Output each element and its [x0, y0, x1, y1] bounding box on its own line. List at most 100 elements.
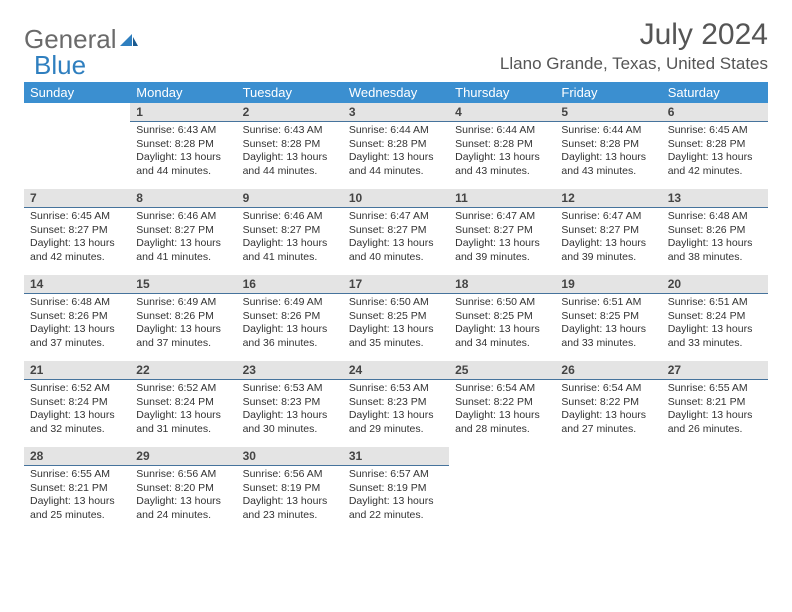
- day-content: Sunrise: 6:46 AMSunset: 8:27 PMDaylight:…: [130, 208, 236, 269]
- calendar-cell: [449, 447, 555, 533]
- day-number: 4: [449, 103, 555, 122]
- calendar-row: 7Sunrise: 6:45 AMSunset: 8:27 PMDaylight…: [24, 189, 768, 275]
- calendar-cell: 4Sunrise: 6:44 AMSunset: 8:28 PMDaylight…: [449, 103, 555, 189]
- calendar-cell: 8Sunrise: 6:46 AMSunset: 8:27 PMDaylight…: [130, 189, 236, 275]
- calendar-cell: 13Sunrise: 6:48 AMSunset: 8:26 PMDayligh…: [662, 189, 768, 275]
- day-number: 16: [237, 275, 343, 294]
- calendar-cell: [662, 447, 768, 533]
- weekday-header: Saturday: [662, 82, 768, 103]
- weekday-header: Sunday: [24, 82, 130, 103]
- calendar-cell: 31Sunrise: 6:57 AMSunset: 8:19 PMDayligh…: [343, 447, 449, 533]
- location: Llano Grande, Texas, United States: [500, 54, 768, 74]
- day-number: 25: [449, 361, 555, 380]
- day-number: 13: [662, 189, 768, 208]
- calendar-cell: 10Sunrise: 6:47 AMSunset: 8:27 PMDayligh…: [343, 189, 449, 275]
- day-content: Sunrise: 6:52 AMSunset: 8:24 PMDaylight:…: [130, 380, 236, 441]
- day-content: Sunrise: 6:49 AMSunset: 8:26 PMDaylight:…: [237, 294, 343, 355]
- calendar-cell: 1Sunrise: 6:43 AMSunset: 8:28 PMDaylight…: [130, 103, 236, 189]
- calendar-cell: 24Sunrise: 6:53 AMSunset: 8:23 PMDayligh…: [343, 361, 449, 447]
- day-content: Sunrise: 6:44 AMSunset: 8:28 PMDaylight:…: [343, 122, 449, 183]
- weekday-header: Thursday: [449, 82, 555, 103]
- day-number: 7: [24, 189, 130, 208]
- calendar-cell: 9Sunrise: 6:46 AMSunset: 8:27 PMDaylight…: [237, 189, 343, 275]
- day-number: 24: [343, 361, 449, 380]
- day-content: Sunrise: 6:51 AMSunset: 8:25 PMDaylight:…: [555, 294, 661, 355]
- day-number: 26: [555, 361, 661, 380]
- calendar-cell: 11Sunrise: 6:47 AMSunset: 8:27 PMDayligh…: [449, 189, 555, 275]
- calendar-cell: 18Sunrise: 6:50 AMSunset: 8:25 PMDayligh…: [449, 275, 555, 361]
- day-content: Sunrise: 6:43 AMSunset: 8:28 PMDaylight:…: [130, 122, 236, 183]
- calendar-body: 1Sunrise: 6:43 AMSunset: 8:28 PMDaylight…: [24, 103, 768, 533]
- calendar-cell: [555, 447, 661, 533]
- calendar-cell: 29Sunrise: 6:56 AMSunset: 8:20 PMDayligh…: [130, 447, 236, 533]
- calendar-cell: 23Sunrise: 6:53 AMSunset: 8:23 PMDayligh…: [237, 361, 343, 447]
- day-number: 20: [662, 275, 768, 294]
- calendar-row: 28Sunrise: 6:55 AMSunset: 8:21 PMDayligh…: [24, 447, 768, 533]
- day-number: 18: [449, 275, 555, 294]
- day-content: Sunrise: 6:44 AMSunset: 8:28 PMDaylight:…: [449, 122, 555, 183]
- day-number: 9: [237, 189, 343, 208]
- calendar-cell: 17Sunrise: 6:50 AMSunset: 8:25 PMDayligh…: [343, 275, 449, 361]
- calendar-row: 21Sunrise: 6:52 AMSunset: 8:24 PMDayligh…: [24, 361, 768, 447]
- day-content: Sunrise: 6:48 AMSunset: 8:26 PMDaylight:…: [662, 208, 768, 269]
- calendar-cell: 30Sunrise: 6:56 AMSunset: 8:19 PMDayligh…: [237, 447, 343, 533]
- logo-blue-line2: Blue: [34, 50, 86, 81]
- day-content: Sunrise: 6:55 AMSunset: 8:21 PMDaylight:…: [24, 466, 130, 527]
- day-content: Sunrise: 6:43 AMSunset: 8:28 PMDaylight:…: [237, 122, 343, 183]
- day-number: 29: [130, 447, 236, 466]
- calendar-cell: [24, 103, 130, 189]
- day-content: Sunrise: 6:53 AMSunset: 8:23 PMDaylight:…: [343, 380, 449, 441]
- day-number: 30: [237, 447, 343, 466]
- calendar-row: 14Sunrise: 6:48 AMSunset: 8:26 PMDayligh…: [24, 275, 768, 361]
- weekday-header-row: SundayMondayTuesdayWednesdayThursdayFrid…: [24, 82, 768, 103]
- calendar-cell: 5Sunrise: 6:44 AMSunset: 8:28 PMDaylight…: [555, 103, 661, 189]
- weekday-header: Friday: [555, 82, 661, 103]
- calendar-cell: 22Sunrise: 6:52 AMSunset: 8:24 PMDayligh…: [130, 361, 236, 447]
- calendar-cell: 19Sunrise: 6:51 AMSunset: 8:25 PMDayligh…: [555, 275, 661, 361]
- day-number: 19: [555, 275, 661, 294]
- day-content: Sunrise: 6:54 AMSunset: 8:22 PMDaylight:…: [555, 380, 661, 441]
- day-content: Sunrise: 6:47 AMSunset: 8:27 PMDaylight:…: [555, 208, 661, 269]
- day-content: Sunrise: 6:50 AMSunset: 8:25 PMDaylight:…: [343, 294, 449, 355]
- day-number: 21: [24, 361, 130, 380]
- calendar-row: 1Sunrise: 6:43 AMSunset: 8:28 PMDaylight…: [24, 103, 768, 189]
- header: General July 2024 Llano Grande, Texas, U…: [24, 18, 768, 74]
- day-number: 3: [343, 103, 449, 122]
- day-number: 31: [343, 447, 449, 466]
- day-content: Sunrise: 6:52 AMSunset: 8:24 PMDaylight:…: [24, 380, 130, 441]
- logo-sail-icon: [119, 33, 139, 47]
- calendar-cell: 20Sunrise: 6:51 AMSunset: 8:24 PMDayligh…: [662, 275, 768, 361]
- day-content: Sunrise: 6:50 AMSunset: 8:25 PMDaylight:…: [449, 294, 555, 355]
- day-content: Sunrise: 6:47 AMSunset: 8:27 PMDaylight:…: [449, 208, 555, 269]
- day-number: 8: [130, 189, 236, 208]
- day-number: 12: [555, 189, 661, 208]
- day-number: 10: [343, 189, 449, 208]
- calendar-cell: 7Sunrise: 6:45 AMSunset: 8:27 PMDaylight…: [24, 189, 130, 275]
- day-content: Sunrise: 6:51 AMSunset: 8:24 PMDaylight:…: [662, 294, 768, 355]
- title-block: July 2024 Llano Grande, Texas, United St…: [500, 18, 768, 74]
- day-number: 22: [130, 361, 236, 380]
- calendar-cell: 6Sunrise: 6:45 AMSunset: 8:28 PMDaylight…: [662, 103, 768, 189]
- day-content: Sunrise: 6:57 AMSunset: 8:19 PMDaylight:…: [343, 466, 449, 527]
- calendar-cell: 21Sunrise: 6:52 AMSunset: 8:24 PMDayligh…: [24, 361, 130, 447]
- calendar-cell: 26Sunrise: 6:54 AMSunset: 8:22 PMDayligh…: [555, 361, 661, 447]
- day-content: Sunrise: 6:49 AMSunset: 8:26 PMDaylight:…: [130, 294, 236, 355]
- day-content: Sunrise: 6:54 AMSunset: 8:22 PMDaylight:…: [449, 380, 555, 441]
- day-content: Sunrise: 6:53 AMSunset: 8:23 PMDaylight:…: [237, 380, 343, 441]
- calendar-cell: 15Sunrise: 6:49 AMSunset: 8:26 PMDayligh…: [130, 275, 236, 361]
- day-content: Sunrise: 6:56 AMSunset: 8:20 PMDaylight:…: [130, 466, 236, 527]
- calendar-cell: 25Sunrise: 6:54 AMSunset: 8:22 PMDayligh…: [449, 361, 555, 447]
- day-number: 23: [237, 361, 343, 380]
- day-content: Sunrise: 6:56 AMSunset: 8:19 PMDaylight:…: [237, 466, 343, 527]
- day-content: Sunrise: 6:55 AMSunset: 8:21 PMDaylight:…: [662, 380, 768, 441]
- weekday-header: Monday: [130, 82, 236, 103]
- day-content: Sunrise: 6:45 AMSunset: 8:27 PMDaylight:…: [24, 208, 130, 269]
- weekday-header: Tuesday: [237, 82, 343, 103]
- calendar-cell: 27Sunrise: 6:55 AMSunset: 8:21 PMDayligh…: [662, 361, 768, 447]
- day-content: Sunrise: 6:47 AMSunset: 8:27 PMDaylight:…: [343, 208, 449, 269]
- day-number: 27: [662, 361, 768, 380]
- calendar-cell: 16Sunrise: 6:49 AMSunset: 8:26 PMDayligh…: [237, 275, 343, 361]
- day-content: Sunrise: 6:45 AMSunset: 8:28 PMDaylight:…: [662, 122, 768, 183]
- day-content: Sunrise: 6:48 AMSunset: 8:26 PMDaylight:…: [24, 294, 130, 355]
- day-number: 6: [662, 103, 768, 122]
